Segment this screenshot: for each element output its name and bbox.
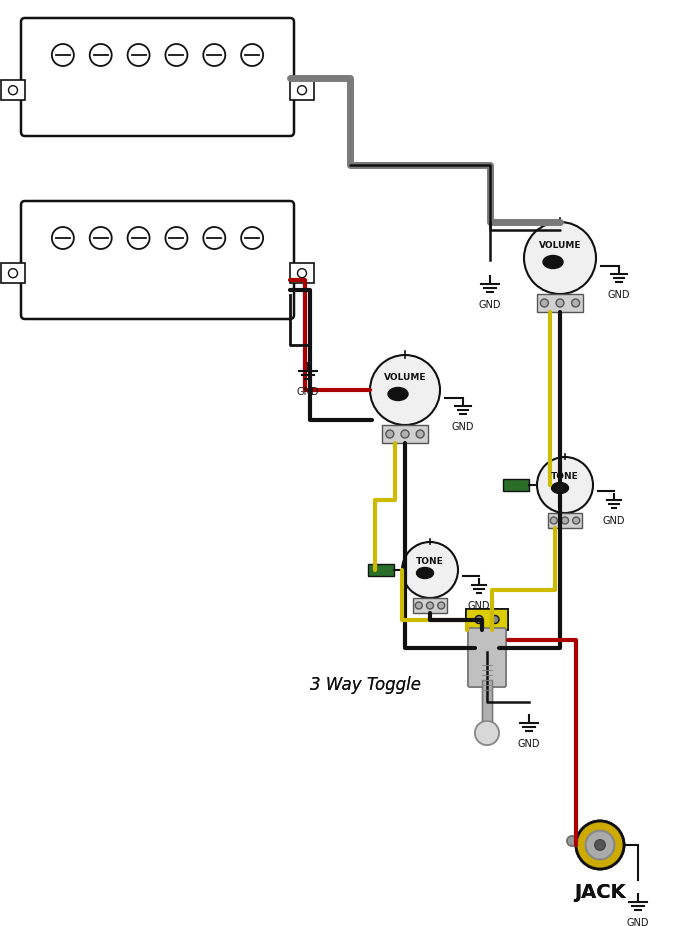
FancyBboxPatch shape [21, 201, 294, 319]
Circle shape [203, 227, 225, 249]
Circle shape [90, 44, 112, 66]
Circle shape [524, 222, 596, 294]
Text: GND: GND [452, 422, 475, 432]
FancyBboxPatch shape [468, 628, 506, 687]
FancyBboxPatch shape [468, 628, 506, 687]
Circle shape [573, 517, 580, 524]
Circle shape [90, 227, 112, 249]
Circle shape [586, 831, 615, 859]
Circle shape [370, 355, 440, 425]
Bar [466, 609, 508, 630]
Ellipse shape [388, 387, 408, 401]
Circle shape [52, 44, 74, 66]
Text: JACK: JACK [574, 883, 626, 902]
Text: VOLUME: VOLUME [539, 241, 581, 250]
Bar [382, 425, 428, 443]
Bar [482, 680, 492, 725]
Circle shape [475, 616, 483, 623]
Bar [1, 81, 25, 100]
Circle shape [416, 430, 424, 438]
Circle shape [165, 227, 188, 249]
Circle shape [537, 457, 593, 513]
Circle shape [402, 542, 458, 598]
Bar [290, 81, 314, 100]
Circle shape [298, 269, 307, 278]
Bar [482, 680, 492, 725]
Bar [413, 598, 447, 613]
Bar [548, 513, 582, 528]
Circle shape [127, 44, 150, 66]
Circle shape [540, 299, 548, 307]
Text: GND: GND [603, 516, 625, 526]
Text: GND: GND [626, 918, 650, 926]
Circle shape [52, 227, 74, 249]
Circle shape [127, 227, 150, 249]
Circle shape [595, 840, 606, 850]
Text: GND: GND [297, 387, 319, 397]
Circle shape [475, 721, 499, 745]
Text: GND: GND [479, 300, 501, 310]
Circle shape [586, 831, 615, 859]
Circle shape [491, 616, 499, 623]
Bar [290, 263, 314, 283]
Bar [466, 609, 508, 630]
Circle shape [550, 517, 557, 524]
Text: 3 Way Toggle: 3 Way Toggle [310, 676, 421, 694]
Circle shape [241, 44, 263, 66]
Circle shape [426, 602, 433, 609]
Text: JACK: JACK [574, 883, 626, 902]
Circle shape [576, 821, 624, 869]
Circle shape [567, 836, 577, 846]
Bar [368, 564, 394, 576]
Text: 3 Way Toggle: 3 Way Toggle [310, 676, 421, 694]
Circle shape [595, 840, 606, 850]
Circle shape [298, 86, 307, 94]
Text: TONE: TONE [416, 557, 444, 566]
Text: TONE: TONE [551, 472, 579, 482]
Circle shape [475, 616, 483, 623]
Circle shape [561, 517, 568, 524]
Circle shape [401, 430, 409, 438]
Circle shape [415, 602, 422, 609]
Bar [503, 479, 529, 491]
Circle shape [576, 821, 624, 869]
Text: VOLUME: VOLUME [384, 373, 426, 382]
Circle shape [438, 602, 444, 609]
Circle shape [386, 430, 394, 438]
Circle shape [165, 44, 188, 66]
Circle shape [8, 269, 18, 278]
Circle shape [203, 44, 225, 66]
Text: GND: GND [518, 739, 540, 749]
Ellipse shape [543, 256, 563, 269]
Ellipse shape [416, 568, 433, 579]
Text: GND: GND [468, 601, 490, 611]
Text: GND: GND [608, 290, 630, 300]
Circle shape [475, 721, 499, 745]
Circle shape [241, 227, 263, 249]
Circle shape [572, 299, 580, 307]
Bar [1, 263, 25, 283]
Bar [537, 294, 583, 312]
Circle shape [8, 86, 18, 94]
Ellipse shape [552, 482, 568, 494]
FancyBboxPatch shape [21, 18, 294, 136]
Circle shape [491, 616, 499, 623]
Circle shape [567, 836, 577, 846]
Circle shape [556, 299, 564, 307]
